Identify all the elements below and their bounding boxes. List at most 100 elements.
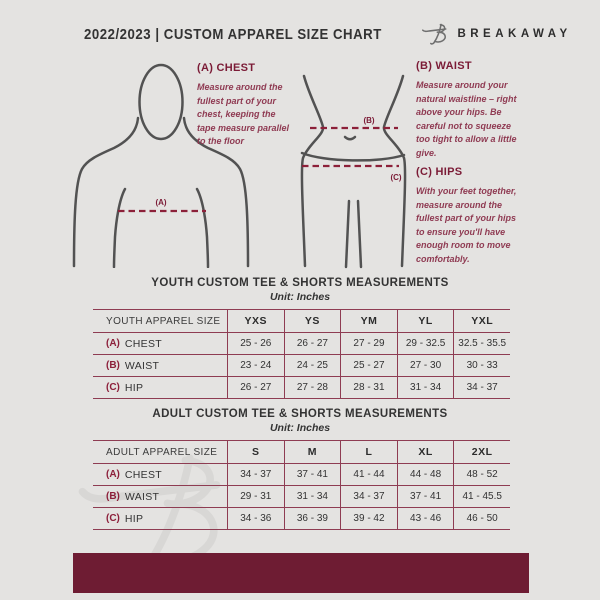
table-value-text: 31 - 34: [296, 491, 328, 502]
youth-table-title: YOUTH CUSTOM TEE & SHORTS MEASUREMENTS: [151, 277, 449, 289]
table-value-text: 41 - 44: [353, 469, 385, 480]
table-row-label-cell: (B) WAIST: [93, 486, 227, 507]
table-value-text: 29 - 32.5: [405, 338, 446, 349]
table-value-cell: 25 - 26: [227, 333, 284, 354]
marker-b-label: (B): [363, 116, 374, 125]
table-size-header-cell: L: [340, 441, 397, 463]
table-value-text: 43 - 46: [410, 513, 442, 524]
adult-table-unit: Unit: Inches: [269, 422, 331, 434]
table-row-label-cell: (B) WAIST: [93, 355, 227, 376]
table-value-text: 27 - 28: [296, 382, 328, 393]
table-header-row: YOUTH APPAREL SIZE YXS YS YM YL YXL: [93, 309, 510, 332]
table-header-text: S: [252, 446, 260, 458]
hips-guide: (C) HIPS With your feet together, measur…: [416, 166, 526, 266]
table-value-text: 25 - 27: [353, 360, 385, 371]
hips-instructions: With your feet together, measure around …: [416, 186, 517, 264]
brand: BREAKAWAY: [422, 20, 571, 48]
table-value-text: 37 - 41: [296, 469, 328, 480]
table-value-cell: 41 - 44: [340, 464, 397, 485]
marker-a-label: (A): [155, 198, 166, 207]
waist-instructions: Measure around your natural waistline – …: [416, 80, 517, 158]
table-value-text: 44 - 48: [410, 469, 442, 480]
table-value-cell: 44 - 48: [396, 464, 454, 485]
table-value-cell: 31 - 34: [396, 377, 454, 398]
table-value-cell: 24 - 25: [283, 355, 341, 376]
table-value-text: 34 - 37: [466, 382, 498, 393]
table-value-text: 31 - 34: [410, 382, 442, 393]
table-value-cell: 36 - 39: [283, 508, 341, 529]
marker-c-label: (C): [390, 173, 401, 182]
youth-table-unit: Unit: Inches: [269, 291, 331, 303]
table-value-cell: 26 - 27: [283, 333, 341, 354]
table-value-text: 24 - 25: [296, 360, 328, 371]
table-row: (B) WAIST 23 - 24 24 - 25 25 - 27 27 - 30 30 -…: [93, 354, 510, 376]
table-value-cell: 34 - 37: [340, 486, 397, 507]
table-value-cell: 29 - 32.5: [396, 333, 454, 354]
figure-head: [138, 63, 184, 141]
table-size-header-cell: S: [227, 441, 284, 463]
table-row-label-cell: (A) CHEST: [93, 464, 227, 485]
figure-upper-body: (A): [72, 63, 250, 268]
waist-heading: (B) WAIST: [416, 60, 472, 72]
row-label-text: WAIST: [124, 359, 160, 372]
table-value-cell: 34 - 37: [227, 464, 284, 485]
chest-heading: (A) CHEST: [197, 62, 256, 74]
table-header-label-cell: YOUTH APPAREL SIZE: [93, 310, 227, 332]
adult-size-table: ADULT APPAREL SIZE S M L XL 2XL (A) CHEST 34 - 3…: [93, 440, 510, 530]
table-value-cell: 32.5 - 35.5: [453, 333, 510, 354]
table-value-text: 39 - 42: [353, 513, 385, 524]
table-row-label-cell: (A) CHEST: [93, 333, 227, 354]
row-label-prefix: (A): [106, 338, 120, 349]
youth-size-table: YOUTH APPAREL SIZE YXS YS YM YL YXL (A) CHEST 25…: [93, 309, 510, 399]
table-value-cell: 48 - 52: [453, 464, 510, 485]
table-header-text: YXS: [244, 315, 268, 327]
row-label-prefix: (B): [106, 360, 120, 371]
table-value-cell: 31 - 34: [283, 486, 341, 507]
table-header-text: YM: [360, 315, 378, 327]
table-value-text: 34 - 37: [353, 491, 385, 502]
footer-bar: [73, 553, 529, 593]
table-value-text: 36 - 39: [296, 513, 328, 524]
table-value-text: 27 - 30: [410, 360, 442, 371]
table-header-text: M: [307, 446, 318, 458]
table-value-text: 41 - 45.5: [462, 491, 502, 502]
table-value-text: 37 - 41: [410, 491, 442, 502]
figure-waistband: [300, 151, 406, 162]
adult-table-title: ADULT CUSTOM TEE & SHORTS MEASUREMENTS: [152, 408, 448, 420]
table-value-text: 26 - 27: [240, 382, 272, 393]
table-value-text: 25 - 26: [240, 338, 272, 349]
table-value-text: 34 - 36: [240, 513, 272, 524]
table-value-cell: 46 - 50: [453, 508, 510, 529]
chest-guide: (A) CHEST Measure around the fullest par…: [197, 62, 292, 149]
row-label-prefix: (B): [106, 491, 120, 502]
table-size-header-cell: YM: [340, 310, 397, 332]
table-value-cell: 29 - 31: [227, 486, 284, 507]
table-value-cell: 25 - 27: [340, 355, 397, 376]
table-size-header-cell: YL: [396, 310, 454, 332]
table-value-text: 27 - 29: [353, 338, 385, 349]
table-value-cell: 37 - 41: [283, 464, 341, 485]
table-size-header-cell: YXS: [227, 310, 284, 332]
table-value-text: 48 - 52: [466, 469, 498, 480]
table-row-label-cell: (C) HIP: [93, 377, 227, 398]
table-value-cell: 30 - 33: [453, 355, 510, 376]
row-label-text: WAIST: [124, 490, 160, 503]
table-value-text: 28 - 31: [353, 382, 385, 393]
table-value-cell: 27 - 29: [340, 333, 397, 354]
table-value-text: 32.5 - 35.5: [458, 338, 507, 349]
table-value-text: 26 - 27: [296, 338, 328, 349]
table-value-text: 29 - 31: [240, 491, 272, 502]
table-header-text: XL: [418, 446, 433, 458]
table-value-text: 34 - 37: [240, 469, 272, 480]
table-size-header-cell: XL: [396, 441, 454, 463]
table-row: (C) HIP 26 - 27 27 - 28 28 - 31 31 - 34 34 - 3…: [93, 376, 510, 398]
table-header-label-cell: ADULT APPAREL SIZE: [93, 441, 227, 463]
table-value-cell: 34 - 36: [227, 508, 284, 529]
row-label-prefix: (C): [106, 513, 120, 524]
row-label-text: HIP: [124, 512, 144, 525]
waist-guide: (B) WAIST Measure around your natural wa…: [416, 60, 520, 160]
figure-lower-body: (B) (C): [300, 74, 407, 269]
row-label-prefix: (C): [106, 382, 120, 393]
table-header-text: L: [365, 446, 373, 458]
